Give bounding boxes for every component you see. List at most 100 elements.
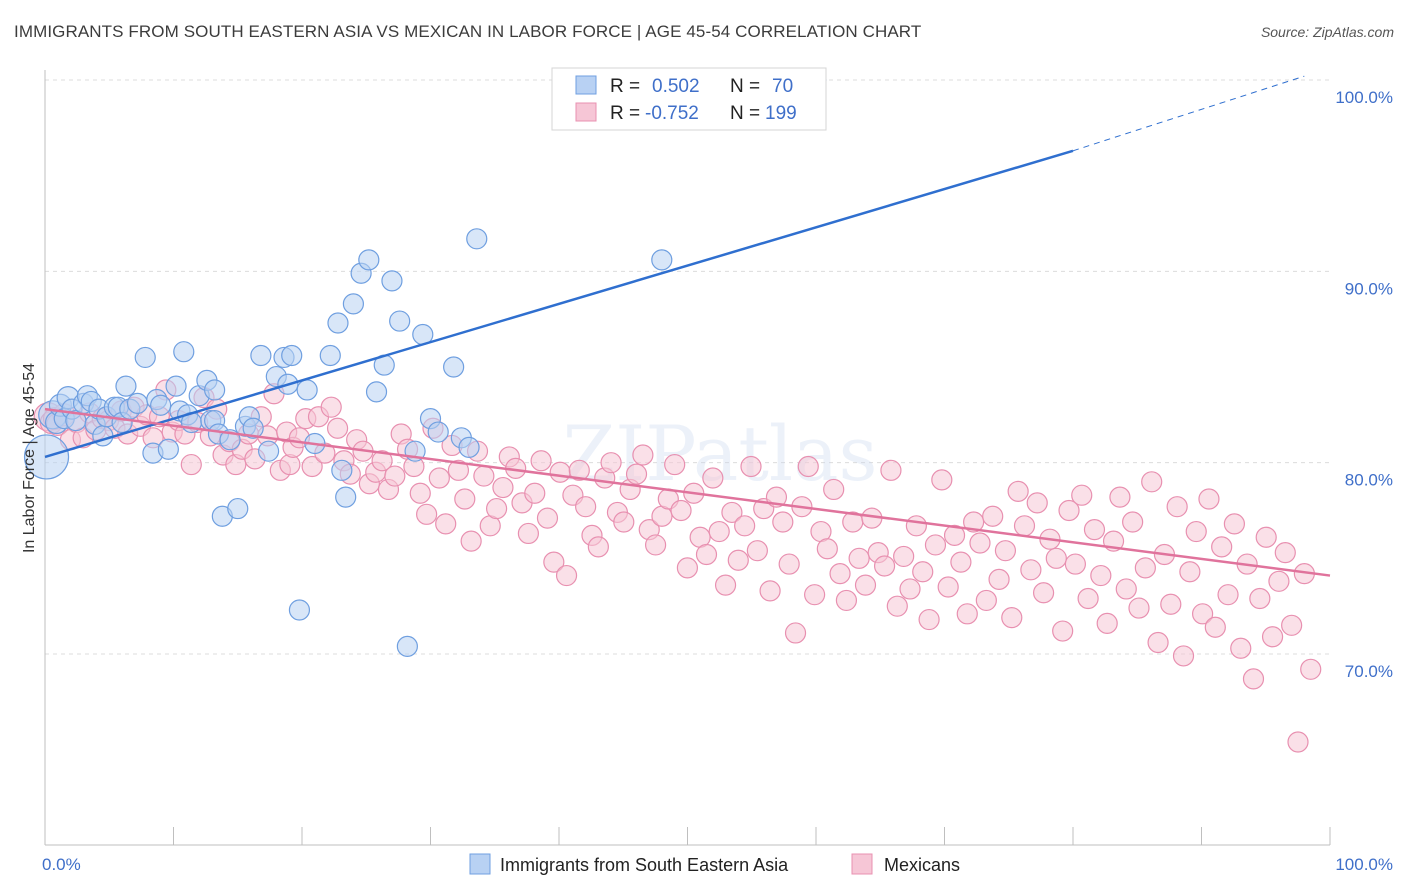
sea-immigrants-point [165,375,187,397]
mexicans-point [740,455,762,478]
mexicans-point [848,547,870,569]
mexicans-point [326,417,349,439]
mexicans-point [1141,471,1163,493]
sea-immigrants-point [157,438,179,460]
mexicans-point [784,622,807,644]
mexicans-point [912,561,934,583]
mexicans-point [816,538,838,560]
mexicans-point [943,524,966,546]
legend-r-label-1: R = [610,76,640,97]
mexicans-point [1058,499,1080,522]
mexicans-point [702,467,724,489]
stats-legend: R = 0.502 N = 70 R = -0.752 N = 199 [551,67,827,131]
mexicans-point [969,532,991,554]
mexicans-point [950,551,972,573]
sea-immigrants-point [134,346,156,369]
mexicans-point [1109,486,1131,508]
sea-immigrants-point [396,635,418,657]
x-tick-label-0: 0.0% [42,855,81,874]
mexicans-point [1134,557,1156,579]
mexicans-point [371,450,393,472]
mexicans-point [931,469,953,491]
mexicans-point [543,551,565,573]
bottom-legend-swatch-blue [469,853,491,875]
sea-immigrants-point [288,599,311,621]
legend-r-value-1: 0.502 [652,76,700,97]
mexicans-point [1001,607,1023,629]
mexicans-point [435,513,457,535]
mexicans-point [963,511,985,533]
mexicans-point [956,603,978,625]
bottom-legend: Immigrants from South Eastern Asia Mexic… [469,853,960,875]
mexicans-point [797,455,819,478]
mexicans-point [485,497,508,520]
source-credit: Source: ZipAtlas.com [1260,24,1394,40]
mexicans-point [409,482,431,504]
mexicans-point [823,478,845,501]
sea-immigrants-point [651,249,673,271]
mexicans-point [695,543,718,566]
sea-immigrants-point [342,293,364,315]
mexicans-point [1242,668,1265,690]
mexicans-point [549,461,571,483]
mexicans-point [1077,587,1099,610]
mexicans-point [714,574,737,596]
sea-immigrants-point [365,381,388,403]
legend-n-label-2: N = [730,103,760,124]
mexicans-point [1122,511,1144,533]
mexicans-point [1204,616,1226,638]
mexicans-point [473,465,495,487]
mexicans-point [279,453,301,476]
mexicans-point [1249,587,1271,610]
sea-immigrants-point [204,379,226,401]
mexicans-point [734,515,756,537]
y-tick-label-70: 70.0% [1345,662,1393,681]
mexicans-point [886,595,908,617]
mexicans-point [1211,536,1233,558]
mexicans-point [676,557,699,579]
legend-n-value-1: 70 [772,76,793,97]
mexicans-point [1261,626,1284,648]
sea-immigrants-point [281,344,303,367]
mexicans-point [708,520,730,543]
sea-immigrants-point [443,356,465,378]
mexicans-point [524,482,546,504]
legend-r-label-2: R = [610,103,640,124]
mexicans-point [1300,658,1322,680]
mexicans-point [721,501,743,524]
mexicans-point [759,580,781,602]
mexicans-point [384,465,406,487]
sea-immigrants-points [23,69,827,657]
sea-immigrants-point [173,341,195,363]
mexicans-points [33,379,1322,753]
sea-immigrants-point [381,270,403,292]
mexicans-point [772,511,794,533]
sea-immigrants-point [427,421,449,443]
mexicans-point [454,488,476,510]
sea-immigrants-point [389,310,411,332]
mexicans-point [530,450,552,472]
mexicans-point [1083,519,1106,541]
mexicans-point [1198,488,1220,510]
mexicans-point [645,534,667,556]
mexicans-point [1217,584,1239,606]
mexicans-point [1255,526,1277,548]
mexicans-point [1172,645,1195,667]
mexicans-point [301,455,323,478]
mexicans-point [180,453,202,476]
sea-immigrants-point [126,392,149,414]
sea-immigrants-point [227,497,249,520]
y-tick-label-80: 80.0% [1345,471,1393,490]
mexicans-point [1090,564,1112,587]
mexicans-point [1007,480,1029,502]
mexicans-point [1128,597,1150,619]
mexicans-point [613,511,635,533]
mexicans-point [1160,593,1182,615]
y-tick-label-90: 90.0% [1345,279,1393,298]
mexicans-point [899,578,921,600]
mexicans-point [1020,559,1042,581]
mexicans-point [632,444,654,466]
mexicans-point [1045,547,1067,569]
sea-immigrants-trend-line [44,149,1074,459]
